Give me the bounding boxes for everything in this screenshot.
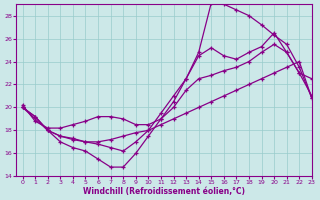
X-axis label: Windchill (Refroidissement éolien,°C): Windchill (Refroidissement éolien,°C) <box>83 187 245 196</box>
